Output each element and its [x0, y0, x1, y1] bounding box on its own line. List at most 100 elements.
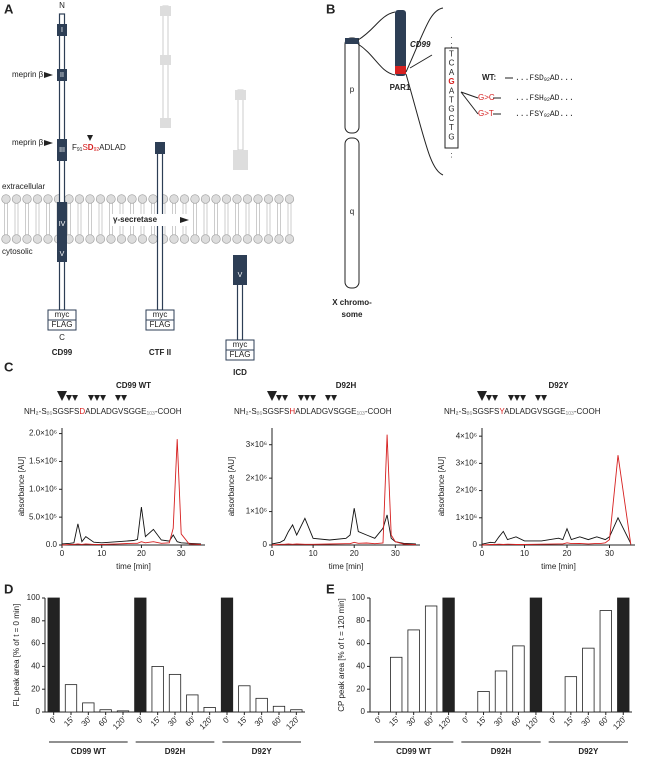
base: G: [448, 77, 454, 86]
lipid-head: [85, 194, 95, 204]
rod: [156, 149, 164, 311]
label-bg: [110, 214, 192, 226]
lipid-head: [43, 234, 53, 244]
x-tick-label: 120': [611, 714, 628, 731]
lipid-head: [169, 194, 179, 204]
panel-label: A: [4, 1, 14, 16]
cleavage-arrow: [115, 395, 121, 401]
x-tick-label: 120': [437, 714, 454, 731]
x-tick-label: 15': [62, 714, 76, 728]
chromosome-label: some: [342, 310, 363, 319]
bar: [617, 597, 630, 713]
bar: [255, 697, 268, 713]
cleavage-arrow: [282, 395, 288, 401]
y-tick-label: 80: [31, 616, 40, 625]
zoom-line: [405, 73, 444, 176]
faded-domain: [160, 55, 171, 65]
x-axis-label: time [min]: [116, 562, 151, 571]
cleavage-arrow: [331, 395, 337, 401]
cleavage-arrow: [520, 395, 526, 401]
lipid-head: [148, 234, 158, 244]
x-tick-label: 15': [562, 714, 576, 728]
lipid-head: [127, 234, 137, 244]
sequence-part: SGSFS: [472, 407, 499, 416]
lipid-head: [74, 194, 85, 204]
y-tick-label: 0: [36, 707, 41, 716]
seq: AD...: [550, 74, 574, 83]
y-tick-label: 100: [27, 593, 41, 602]
lipid-head: [242, 234, 253, 244]
x-tick-label: 30: [391, 549, 400, 558]
bar: [529, 597, 543, 713]
group-label: CD99 WT: [396, 747, 431, 756]
seq: AD...: [550, 110, 574, 119]
sequence-part: 86: [47, 411, 53, 417]
base: A: [449, 68, 455, 77]
domain-label: II: [60, 72, 64, 79]
cleavage-arrow: [72, 395, 78, 401]
cleavage-arrow: [486, 395, 492, 401]
seq: F: [72, 143, 77, 152]
arm-label: q: [350, 207, 354, 216]
zoom-line: [357, 11, 396, 41]
trace: [481, 516, 632, 545]
base: C: [449, 114, 455, 123]
protein-name: CD99: [52, 348, 73, 357]
sequence: NH₂-S86SGSFSDADLADGVSGGE103-COOH: [24, 407, 182, 417]
y-tick-label: 1×10⁶: [456, 513, 477, 522]
chart-title: CD99 WT: [116, 381, 151, 390]
bar: [116, 710, 130, 713]
diagram-b: [344, 7, 513, 289]
x-tick-label: 20: [350, 549, 359, 558]
sequence-part: NH₂-S: [444, 407, 467, 416]
lipid-head: [1, 234, 11, 244]
lipid-head: [116, 234, 127, 244]
tag-label: FLAG: [52, 320, 73, 329]
bar: [512, 645, 525, 713]
bar: [442, 597, 455, 713]
x-tick-label: 15': [235, 714, 249, 728]
c-term: C: [59, 333, 65, 342]
tag-label: myc: [233, 340, 248, 349]
y-tick-label: 1×10⁶: [246, 507, 267, 516]
seq: 92: [94, 147, 100, 153]
x-tick-label: 15': [475, 714, 489, 728]
rod: [236, 281, 244, 341]
x-tick-label: 30': [79, 714, 93, 728]
x-tick-label: 60': [270, 714, 284, 728]
x-tick-label: 60': [97, 714, 111, 728]
lipid-head: [127, 194, 137, 204]
bar: [47, 597, 60, 713]
arrow: [493, 77, 513, 115]
lipid-head: [148, 194, 158, 204]
y-tick-label: 20: [356, 684, 365, 693]
x-tick-label: 0': [373, 714, 384, 725]
y-tick-label: 0: [361, 707, 366, 716]
sequence-part: 86: [257, 411, 263, 417]
domain-label: I: [61, 27, 63, 34]
tag-label: FLAG: [150, 320, 171, 329]
cleavage-arrow: [88, 395, 94, 401]
domain-label: V: [238, 272, 243, 279]
lipid-head: [22, 194, 32, 204]
bar: [82, 702, 95, 713]
bar: [290, 709, 303, 713]
trace: [481, 455, 632, 546]
lipid-head: [221, 234, 232, 244]
wt-seq: ...FSD92AD...: [515, 74, 574, 83]
x-tick-label: 10: [309, 549, 318, 558]
panel-label: C: [4, 359, 14, 374]
x-tick-label: 30: [177, 549, 186, 558]
bar: [151, 666, 164, 713]
panel-label: D: [4, 581, 13, 596]
lipid-head: [137, 194, 148, 204]
arm-label: p: [350, 85, 355, 94]
sequence-part: -COOH: [574, 407, 601, 416]
domain: [57, 69, 67, 81]
seq: D: [88, 143, 94, 152]
bar: [168, 673, 182, 713]
protein-name: ICD: [233, 368, 247, 377]
q-arm: [344, 137, 360, 289]
bar: [390, 656, 403, 713]
